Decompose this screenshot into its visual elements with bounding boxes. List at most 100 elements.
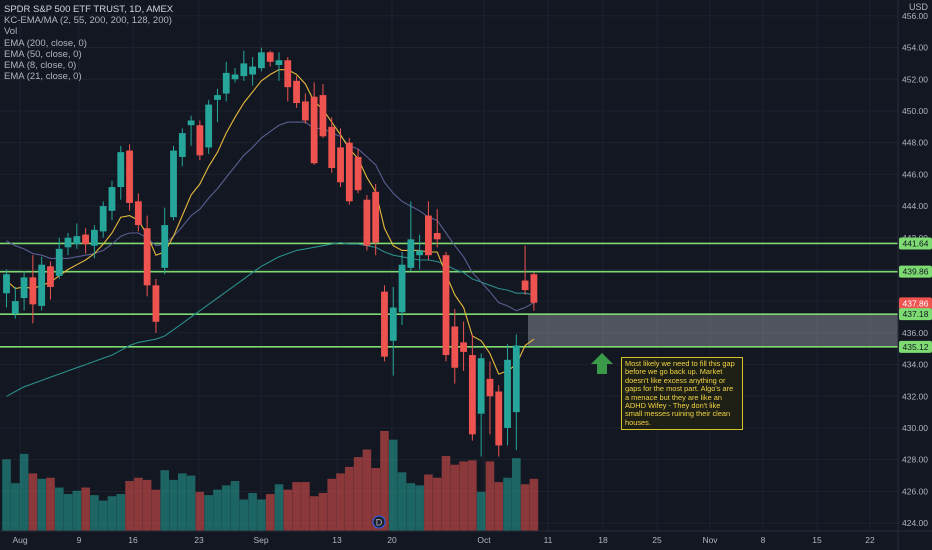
price-tick-label: 452.00 xyxy=(902,74,928,84)
volume-bar xyxy=(327,478,337,531)
up-arrow-icon[interactable] xyxy=(591,353,613,374)
candle-body xyxy=(337,147,344,183)
candle-body xyxy=(91,229,98,246)
candle-body xyxy=(82,234,90,245)
time-tick-label: 25 xyxy=(652,535,662,545)
candle-body xyxy=(328,126,336,169)
indicator-ema50[interactable]: EMA (50, close, 0) xyxy=(4,48,82,60)
candle-body xyxy=(293,80,300,104)
candle-body xyxy=(222,72,230,94)
volume-bar xyxy=(98,500,108,531)
time-tick-label: 8 xyxy=(761,535,766,545)
volume-bar xyxy=(37,478,46,531)
volume-bar xyxy=(459,461,468,531)
time-tick-label: 16 xyxy=(128,535,138,545)
candle-body xyxy=(381,291,388,357)
volume-bar xyxy=(107,496,117,531)
candle-body xyxy=(3,274,10,294)
volume-bar xyxy=(450,464,460,531)
volume-bar xyxy=(178,473,187,531)
price-tick-label: 446.00 xyxy=(902,169,928,179)
volume-bar xyxy=(63,494,73,531)
price-tag-label: 437.18 xyxy=(903,309,929,319)
volume-bar xyxy=(512,458,521,531)
candle-body xyxy=(354,156,362,191)
volume-bar xyxy=(19,453,29,531)
candle-body xyxy=(266,52,274,62)
volume-bar xyxy=(2,459,11,531)
candle-body xyxy=(126,150,133,203)
gap-fill-zone[interactable] xyxy=(528,314,898,347)
candle-body xyxy=(301,101,309,121)
candle-body xyxy=(55,248,63,276)
candle-body xyxy=(187,120,195,126)
candle-body xyxy=(416,250,424,256)
indicator-kc[interactable]: KC-EMA/MA (2, 55, 200, 200, 128, 200) xyxy=(4,15,172,27)
candle-body xyxy=(495,391,503,446)
time-tick-label: 11 xyxy=(544,535,553,545)
price-tick-label: 454.00 xyxy=(902,43,928,53)
volume-bar xyxy=(239,499,249,531)
chart-legend: SPDR S&P 500 ETF TRUST, 1D, AMEX KC-EMA/… xyxy=(4,4,173,82)
symbol-title[interactable]: SPDR S&P 500 ETF TRUST, 1D, AMEX xyxy=(4,4,174,15)
time-tick-label: 13 xyxy=(332,535,342,545)
volume-bar xyxy=(186,475,196,531)
volume-bar xyxy=(441,456,451,531)
candle-body xyxy=(442,255,450,356)
indicator-ema21[interactable]: EMA (21, close, 0) xyxy=(4,71,82,83)
candle-body xyxy=(249,66,257,75)
price-tag-bg xyxy=(899,340,932,353)
candle-body xyxy=(258,52,265,69)
volume-bar xyxy=(169,479,178,531)
candle-body xyxy=(275,60,283,65)
candle-body xyxy=(231,74,239,80)
price-tag-label: 439.86 xyxy=(903,267,929,277)
up-arrow-shape xyxy=(591,353,613,374)
time-axis[interactable]: Aug 9 16 23 Sep 13 20 Oct 11 18 25 Nov 8 15 22 xyxy=(12,535,875,545)
candle-body xyxy=(196,125,204,156)
price-tag-bg xyxy=(899,237,932,250)
dividend-marker-circle xyxy=(372,515,386,529)
candle-body xyxy=(468,355,476,435)
volume-bar xyxy=(301,482,310,531)
candle-body xyxy=(29,277,37,305)
currency-label: USD xyxy=(908,2,928,12)
price-tick-label: 456.00 xyxy=(902,11,928,21)
time-tick-label: 15 xyxy=(812,535,822,545)
volume-bar xyxy=(151,489,161,531)
time-tick-label: Aug xyxy=(12,535,27,545)
candle-body xyxy=(486,378,494,397)
volume-bar xyxy=(72,490,82,531)
candle-body xyxy=(477,358,485,414)
volume-bar xyxy=(362,449,372,531)
price-tick-label: 430.00 xyxy=(902,423,928,433)
time-tick-label: 9 xyxy=(77,535,82,545)
volume-bar xyxy=(204,495,213,531)
indicator-vol[interactable]: Vol xyxy=(4,26,18,38)
price-tick-label: 448.00 xyxy=(902,138,928,148)
price-tag-label: 435.12 xyxy=(903,342,929,352)
volume-bar xyxy=(529,478,539,531)
candle-body xyxy=(117,152,125,188)
candle-body xyxy=(20,277,28,298)
volume-bar xyxy=(345,466,354,531)
volume-bar xyxy=(221,485,231,531)
volume-bar xyxy=(283,489,293,531)
candle-body xyxy=(134,201,142,226)
volume-bar xyxy=(142,479,152,531)
candle-body xyxy=(504,359,511,428)
price-tag-label: 441.64 xyxy=(903,238,929,248)
volume-bar xyxy=(380,431,389,531)
annotation-note[interactable]: Most likely we need to fill this gap bef… xyxy=(621,357,743,431)
volume-bar xyxy=(257,499,266,531)
time-tick-label: 18 xyxy=(598,535,608,545)
volume-bar xyxy=(432,477,442,531)
candle-body xyxy=(345,142,353,202)
volume-bar xyxy=(397,472,407,531)
price-tick-label: 450.00 xyxy=(902,106,928,116)
indicator-ema200[interactable]: EMA (200, close, 0) xyxy=(4,37,87,49)
indicator-ema8[interactable]: EMA (8, close, 0) xyxy=(4,60,77,72)
dividend-marker[interactable]: D xyxy=(372,515,386,529)
price-tag-bg xyxy=(899,265,932,278)
